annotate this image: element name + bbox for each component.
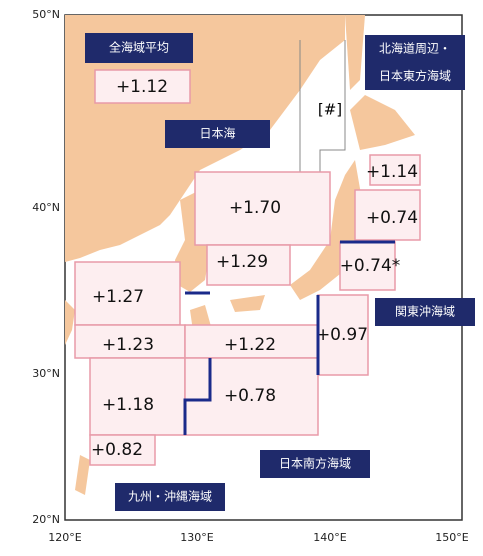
region-box [317,294,369,376]
region-value: +1.22 [224,335,276,355]
area-label-box [375,298,475,326]
area-label: 関東沖海域 [395,304,455,319]
region-value: +1.29 [216,252,268,272]
region-box [206,244,291,286]
area-label-box [165,120,270,148]
region-value: +0.74 [366,208,418,228]
region-box [74,324,186,359]
axes: 50°N 40°N 30°N 20°N 120°E 130°E 140°E 150°E [32,8,469,544]
area-label: 日本南方海域 [279,456,351,471]
region-box [94,69,191,104]
lat-label: 20°N [32,513,60,526]
lon-label: 120°E [48,531,81,544]
regions: +1.12 +1.70 +1.29 +1.27 +1.23 +1.22 +0.97 +1.18… [74,69,421,466]
region-box [184,357,319,436]
area-label-box [115,483,225,511]
region-box [339,241,396,291]
region-value: +1.27 [92,287,144,307]
area-label: 九州・沖縄海域 [128,489,212,504]
region-value: +0.74* [340,256,401,276]
area-label-box [365,35,465,90]
region-value: +0.97 [316,325,368,345]
area-label: 日本海 [199,126,235,141]
region-value: +1.70 [229,198,281,218]
area-label-box [85,33,193,63]
lat-label: 50°N [32,8,60,21]
region-box [89,434,156,466]
region-value: +1.23 [102,335,154,355]
region-box [194,171,331,246]
lon-label: 150°E [435,531,468,544]
lat-label: 40°N [32,201,60,214]
lon-label: 140°E [313,531,346,544]
area-label: 北海道周辺・ [379,40,451,55]
region-border [299,40,346,176]
area-label-box [260,450,370,478]
region-value: +0.78 [224,386,276,406]
region-value: +1.18 [102,395,154,415]
area-label: 日本東方海域 [379,68,451,83]
region-box [74,261,181,326]
blue-borders [183,240,395,435]
region-box [354,189,421,241]
region-value: +0.82 [91,440,143,460]
area-label: 全海域平均 [109,40,169,55]
lon-label: 130°E [180,531,213,544]
region-value: +1.12 [116,77,168,97]
note: [#] [318,101,342,119]
lat-label: 30°N [32,367,60,380]
region-value: +1.14 [366,162,418,182]
region-box [369,154,421,186]
